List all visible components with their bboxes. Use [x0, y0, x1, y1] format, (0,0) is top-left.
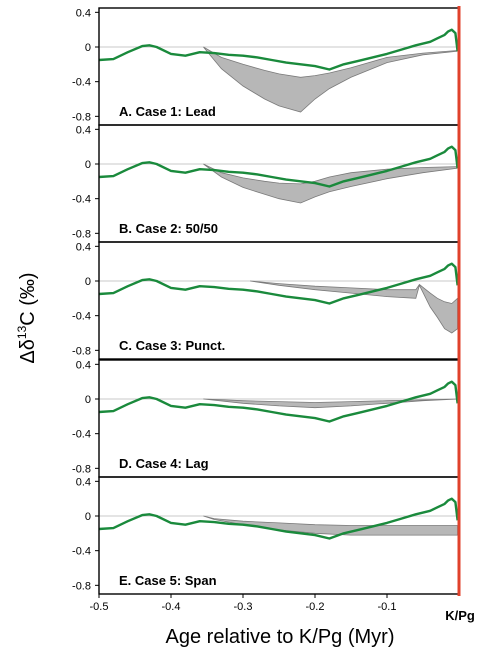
y-tick-label: 0: [85, 394, 91, 406]
x-tick-label: -0.2: [306, 601, 325, 613]
y-tick-label: 0.4: [76, 241, 91, 253]
model-envelope: [203, 163, 458, 204]
x-axis-label: Age relative to K/Pg (Myr): [166, 626, 395, 648]
panel-e: 0.4 0 -0.4 -0.8 E. Case 5: Span: [72, 476, 460, 595]
panel-b: 0.4 0 -0.4 -0.8 B. Case 2: 50/50: [72, 124, 460, 243]
model-envelope: [203, 398, 460, 409]
panel-title: E. Case 5: Span: [119, 573, 217, 588]
panel-title: D. Case 4: Lag: [119, 456, 209, 471]
panel-title: C. Case 3: Punct.: [119, 338, 225, 353]
signal-line: [98, 145, 459, 188]
x-tick-label: -0.3: [234, 601, 253, 613]
signal-line: [98, 28, 459, 71]
y-tick-label: 0.4: [76, 359, 91, 371]
signal-line: [98, 380, 459, 423]
panel-title: A. Case 1: Lead: [119, 104, 216, 119]
y-tick-label: 0: [85, 159, 91, 171]
panel-title: B. Case 2: 50/50: [119, 221, 218, 236]
y-tick-label: -0.8: [72, 228, 91, 240]
y-tick-label: 0: [85, 276, 91, 288]
y-tick-label: -0.4: [72, 311, 91, 323]
y-tick-label: -0.8: [72, 580, 91, 592]
y-tick-label: -0.4: [72, 194, 91, 206]
model-envelope: [250, 280, 458, 334]
panel-d: 0.4 0 -0.4 -0.8 D. Case 4: Lag: [72, 359, 460, 478]
y-tick-label: 0.4: [76, 7, 91, 19]
x-tick-label: -0.1: [378, 601, 397, 613]
x-axis: -0.5 -0.4 -0.3 -0.2 -0.1: [90, 594, 397, 613]
y-tick-label: 0.4: [76, 476, 91, 488]
y-tick-label: -0.4: [72, 77, 91, 89]
y-tick-label: -0.4: [72, 429, 91, 441]
x-tick-label: -0.5: [90, 601, 109, 613]
x-tick-label: -0.4: [162, 601, 181, 613]
panel-c: 0.4 0 -0.4 -0.8 C. Case 3: Punct.: [72, 241, 460, 360]
kpg-label: K/Pg: [445, 608, 475, 623]
signal-line: [98, 262, 459, 305]
y-tick-label: 0: [85, 42, 91, 54]
panels: 0.4 0 -0.4 -0.8 A. Case 1: Lead 0.4 0 -0.4 -0.8 B…: [72, 7, 460, 595]
y-tick-label: 0.4: [76, 124, 91, 136]
y-tick-label: -0.8: [72, 345, 91, 357]
y-tick-label: -0.8: [72, 111, 91, 123]
y-tick-label: -0.4: [72, 546, 91, 558]
signal-line: [98, 497, 459, 540]
y-tick-label: -0.8: [72, 463, 91, 475]
y-tick-label: 0: [85, 511, 91, 523]
y-axis-label: Δδ13C (‰): [15, 272, 39, 363]
panel-a: 0.4 0 -0.4 -0.8 A. Case 1: Lead: [72, 7, 460, 126]
